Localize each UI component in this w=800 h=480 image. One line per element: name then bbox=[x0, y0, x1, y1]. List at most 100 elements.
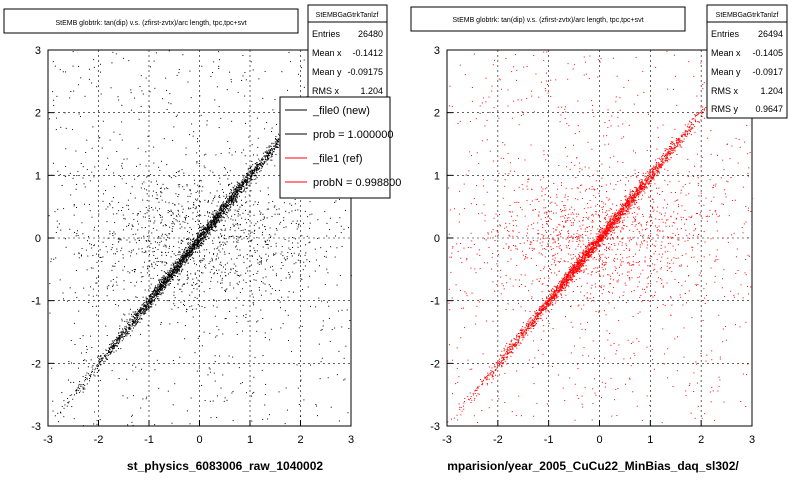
scatter-point bbox=[65, 127, 67, 129]
scatter-point bbox=[218, 214, 220, 216]
scatter-point bbox=[218, 355, 220, 357]
scatter-point bbox=[572, 275, 574, 277]
scatter-point bbox=[165, 277, 167, 279]
scatter-point bbox=[195, 239, 197, 241]
scatter-point bbox=[84, 380, 86, 382]
scatter-point bbox=[197, 232, 199, 234]
scatter-point bbox=[253, 169, 255, 171]
scatter-point bbox=[254, 175, 256, 177]
scatter-point bbox=[261, 158, 263, 160]
scatter-point bbox=[202, 243, 204, 245]
scatter-point bbox=[221, 211, 223, 213]
scatter-point bbox=[201, 232, 203, 234]
scatter-point bbox=[96, 364, 98, 366]
scatter-point bbox=[151, 300, 153, 302]
scatter-point bbox=[181, 261, 183, 263]
scatter-point bbox=[535, 311, 537, 313]
scatter-point bbox=[80, 162, 82, 164]
scatter-point bbox=[115, 281, 117, 283]
scatter-point bbox=[288, 240, 290, 242]
scatter-point bbox=[69, 394, 71, 396]
scatter-point bbox=[167, 274, 169, 276]
scatter-point bbox=[105, 325, 107, 327]
scatter-point bbox=[236, 210, 238, 212]
scatter-point bbox=[689, 125, 691, 127]
scatter-point bbox=[82, 391, 84, 393]
scatter-point bbox=[250, 171, 252, 173]
scatter-point bbox=[276, 140, 278, 142]
scatter-point bbox=[190, 251, 192, 253]
scatter-point bbox=[271, 155, 273, 157]
scatter-point bbox=[146, 308, 148, 310]
scatter-point bbox=[201, 234, 203, 236]
scatter-point bbox=[629, 194, 631, 196]
scatter-point bbox=[86, 345, 88, 347]
scatter-point bbox=[653, 174, 655, 176]
scatter-point bbox=[222, 204, 224, 206]
scatter-point bbox=[227, 362, 229, 364]
scatter-point bbox=[188, 246, 190, 248]
scatter-point bbox=[221, 189, 223, 191]
scatter-point bbox=[160, 285, 162, 287]
scatter-point bbox=[139, 308, 141, 310]
scatter-point bbox=[223, 238, 225, 240]
scatter-point bbox=[622, 211, 624, 213]
scatter-point bbox=[186, 253, 188, 255]
scatter-point bbox=[194, 241, 196, 243]
scatter-point bbox=[679, 146, 681, 148]
scatter-point bbox=[172, 276, 174, 278]
scatter-point bbox=[189, 253, 191, 255]
scatter-point bbox=[88, 302, 90, 304]
scatter-point bbox=[209, 261, 211, 263]
scatter-point bbox=[152, 209, 154, 211]
scatter-point bbox=[238, 185, 240, 187]
scatter-point bbox=[207, 201, 209, 203]
scatter-point bbox=[253, 304, 255, 306]
scatter-point bbox=[144, 304, 146, 306]
scatter-point bbox=[70, 362, 72, 364]
scatter-point bbox=[70, 91, 72, 93]
scatter-point bbox=[180, 256, 182, 258]
scatter-point bbox=[122, 395, 124, 397]
scatter-point bbox=[161, 254, 163, 256]
scatter-point bbox=[234, 193, 236, 195]
scatter-point bbox=[191, 123, 193, 125]
scatter-point bbox=[153, 146, 155, 148]
scatter-point bbox=[122, 329, 124, 331]
scatter-point bbox=[146, 246, 148, 248]
scatter-point bbox=[133, 268, 135, 270]
scatter-point bbox=[167, 277, 169, 279]
scatter-point bbox=[166, 234, 168, 236]
scatter-point bbox=[111, 269, 113, 271]
scatter-point bbox=[266, 153, 268, 155]
scatter-point bbox=[220, 214, 222, 216]
scatter-point bbox=[253, 204, 255, 206]
scatter-point bbox=[230, 191, 232, 193]
scatter-point bbox=[67, 300, 69, 302]
scatter-point bbox=[181, 266, 183, 268]
scatter-point bbox=[208, 233, 210, 235]
scatter-point bbox=[257, 164, 259, 166]
scatter-point bbox=[245, 314, 247, 316]
scatter-point bbox=[203, 227, 205, 229]
scatter-point bbox=[93, 176, 95, 178]
scatter-point bbox=[57, 226, 59, 228]
scatter-point bbox=[168, 284, 170, 286]
scatter-point bbox=[216, 213, 218, 215]
scatter-point bbox=[156, 287, 158, 289]
scatter-point bbox=[209, 227, 211, 229]
scatter-point bbox=[259, 164, 261, 166]
scatter-point bbox=[282, 255, 284, 257]
stats-label: Mean x bbox=[312, 48, 342, 58]
scatter-point bbox=[166, 280, 168, 282]
scatter-point bbox=[186, 250, 188, 252]
scatter-point bbox=[207, 226, 209, 228]
scatter-point bbox=[165, 201, 167, 203]
scatter-point bbox=[108, 347, 110, 349]
scatter-point bbox=[184, 252, 186, 254]
scatter-point bbox=[238, 227, 240, 229]
scatter-point bbox=[121, 320, 123, 322]
scatter-point bbox=[259, 261, 261, 263]
scatter-point bbox=[329, 228, 331, 230]
scatter-point bbox=[105, 358, 107, 360]
